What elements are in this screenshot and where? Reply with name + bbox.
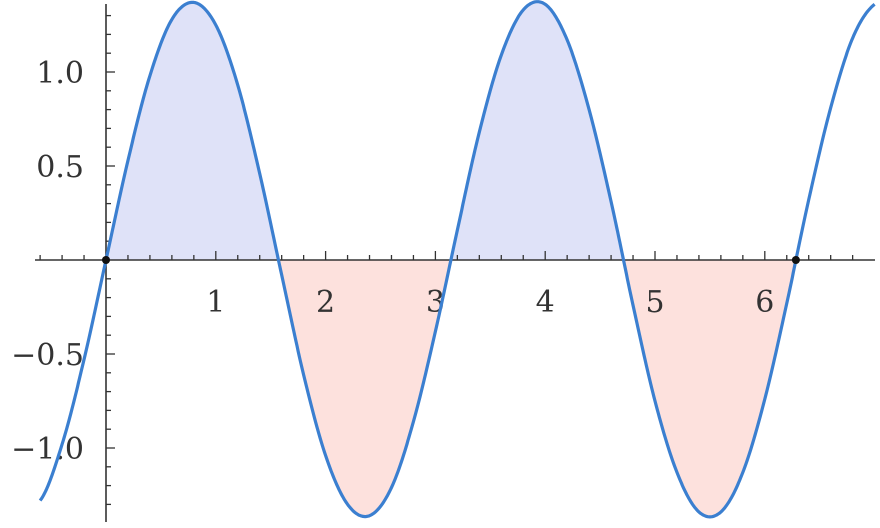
x-tick-label: 5 bbox=[645, 285, 664, 320]
marked-point bbox=[791, 256, 800, 264]
tick-labels: 1 2 3 4 5 61.00.5−0.5−1.0 bbox=[11, 56, 774, 467]
series-line bbox=[38, 0, 876, 519]
x-tick-label: 4 bbox=[536, 285, 555, 320]
negative-area bbox=[278, 260, 451, 517]
marked-point bbox=[102, 256, 110, 264]
series-curve bbox=[38, 0, 876, 519]
positive-area bbox=[106, 2, 279, 261]
x-tick-label: 2 bbox=[316, 285, 335, 320]
negative-area bbox=[623, 260, 796, 517]
y-tick-label: 1.0 bbox=[36, 56, 84, 91]
y-tick-label: −1.0 bbox=[11, 432, 84, 467]
marked-points bbox=[102, 256, 800, 264]
positive-area bbox=[450, 1, 624, 260]
y-tick-label: 0.5 bbox=[36, 150, 84, 185]
y-tick-label: −0.5 bbox=[11, 338, 84, 373]
x-tick-label: 1 bbox=[206, 285, 225, 320]
x-tick-label: 6 bbox=[755, 285, 774, 320]
area-fills bbox=[106, 1, 796, 517]
